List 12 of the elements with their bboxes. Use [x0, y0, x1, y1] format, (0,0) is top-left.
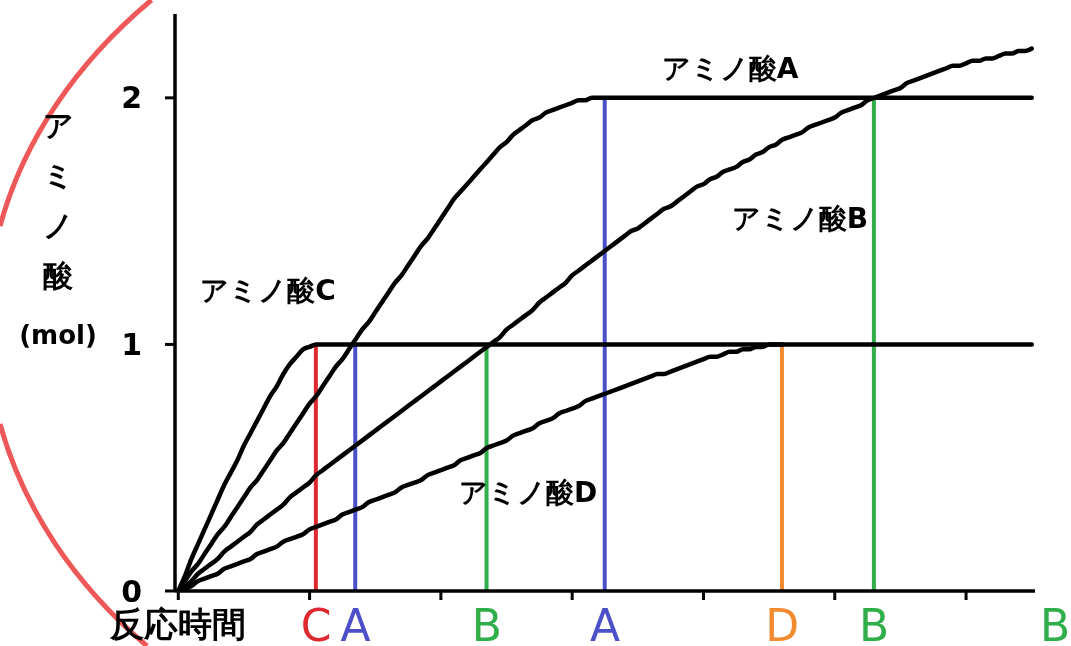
x-tick-label: A	[340, 600, 371, 646]
y-tick-label: 2	[121, 80, 142, 116]
x-tick-label: D	[765, 600, 800, 646]
series-label: アミノ酸C	[200, 273, 336, 307]
series-label: アミノ酸B	[731, 201, 869, 235]
x-tick-label: A	[589, 600, 621, 646]
x-tick-label: B	[859, 600, 890, 646]
y-tick-label: 1	[121, 327, 142, 363]
series-label: アミノ酸A	[661, 51, 799, 85]
y-axis-title: アミノ酸(mol)	[19, 107, 97, 350]
x-tick-label: B	[471, 600, 502, 646]
x-tick-label: C	[300, 600, 332, 646]
